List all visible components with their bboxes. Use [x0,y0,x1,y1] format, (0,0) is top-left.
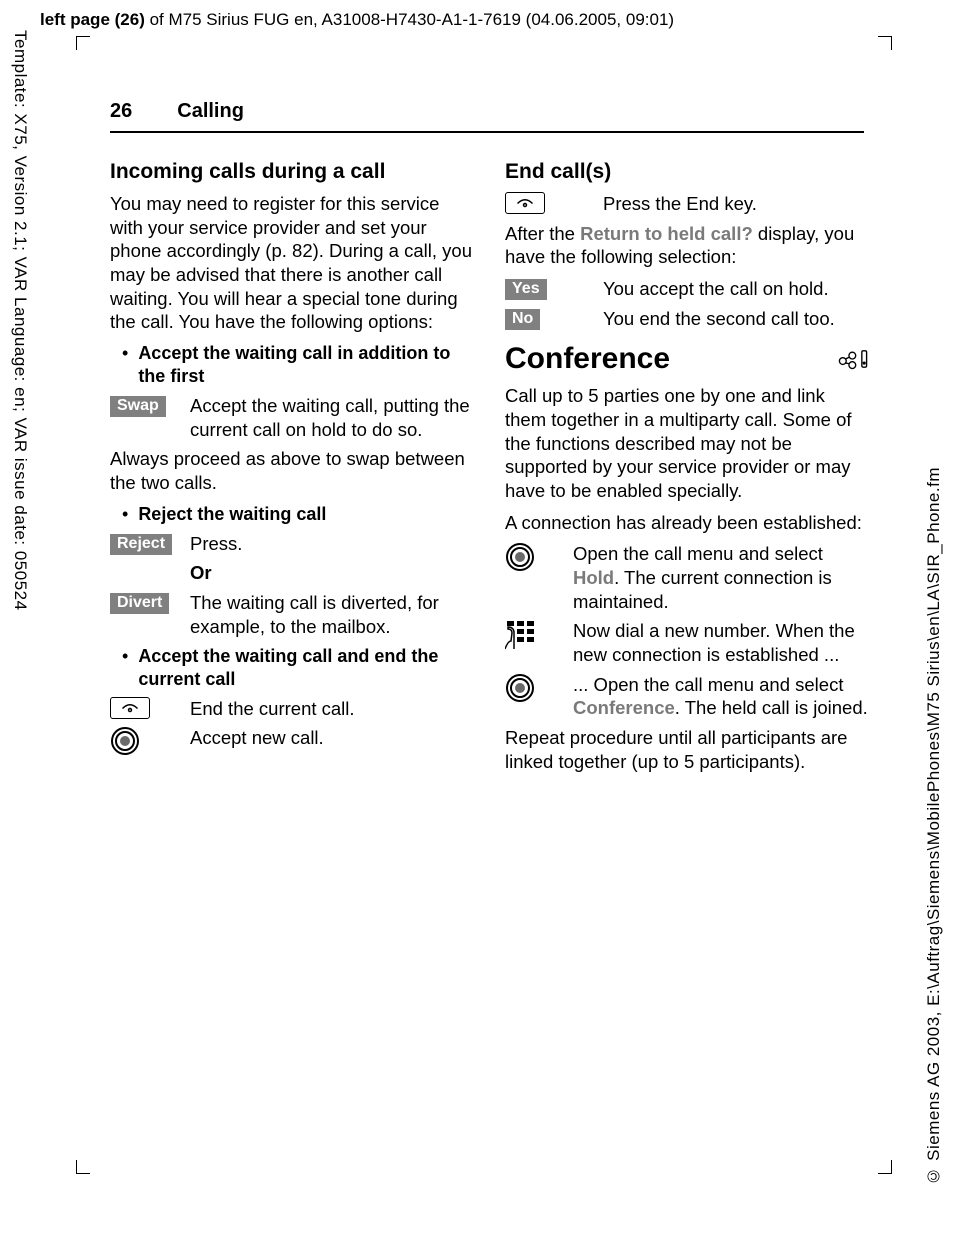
bullet-accept-end: • Accept the waiting call and end the cu… [122,645,475,691]
after-return-paragraph: After the Return to held call? display, … [505,222,870,269]
hold-text: Open the call menu and select Hold. The … [573,542,870,613]
divert-description: The waiting call is diverted, for exampl… [190,591,475,638]
softkey-yes-label: Yes [505,279,547,300]
softkey-swap-label: Swap [110,396,166,417]
yes-text: You accept the call on hold. [603,277,870,301]
or-label: Or [190,561,475,585]
softkey-divert: Divert [110,591,182,638]
right-column: End call(s) Press the End key. After the… [505,160,870,781]
row-yes: Yes You accept the call on hold. [505,277,870,301]
end-key-glyph-icon [516,196,534,208]
softkey-yes: Yes [505,277,595,301]
crop-mark [878,1160,892,1174]
bullet-text: Accept the waiting call in addition to t… [138,342,475,388]
softkey-reject-label: Reject [110,534,172,555]
row1-gray: Hold [573,567,614,588]
end-current-text: End the current call. [190,697,475,721]
joystick-press-icon [505,673,535,703]
heading-conference: Conference [505,342,870,376]
swap-description: Accept the waiting call, putting the cur… [190,394,475,441]
keypad-icon [505,619,565,666]
bullet-dot: • [122,342,128,388]
accept-new-text: Accept new call. [190,726,475,756]
after-gray: Return to held call? [580,223,753,244]
joystick-press-icon [505,542,535,572]
no-text: You end the second call too. [603,307,870,331]
heading-endcalls: End call(s) [505,160,870,184]
joystick-icon [505,673,565,720]
doc-header: left page (26) of M75 Sirius FUG en, A31… [40,10,674,30]
bullet-accept-addition: • Accept the waiting call in addition to… [122,342,475,388]
empty-key [110,561,182,585]
dial-keypad-icon [505,619,539,653]
end-key-box [110,697,150,719]
left-column: Incoming calls during a call You may nee… [110,160,475,781]
row-accept-new: Accept new call. [110,726,475,756]
heading-incoming: Incoming calls during a call [110,160,475,184]
softkey-swap: Swap [110,394,182,441]
row3-post: . The held call is joined. [675,697,868,718]
bullet-reject: • Reject the waiting call [122,503,475,526]
softkey-no: No [505,307,595,331]
dial-text: Now dial a new number. When the new conn… [573,619,870,666]
joystick-icon [110,726,182,756]
copyright-path-right: © Siemens AG 2003, E:\Auftrag\Siemens\Mo… [924,467,944,1186]
bullet-dot: • [122,645,128,691]
joystick-press-icon [110,726,140,756]
row3-pre: ... Open the call menu and select [573,674,843,695]
template-info-left: Template: X75, Version 2.1; VAR Language… [10,30,30,611]
row-swap: Swap Accept the waiting call, putting th… [110,394,475,441]
reject-description: Press. [190,532,475,556]
network-service-icon [836,348,870,370]
section-title: Calling [177,100,244,123]
after-pre: After the [505,223,580,244]
conference-title: Conference [505,342,670,376]
bullet-dot: • [122,503,128,526]
row-divert: Divert The waiting call is diverted, for… [110,591,475,638]
conference-select-text: ... Open the call menu and select Confer… [573,673,870,720]
row-dial: Now dial a new number. When the new conn… [505,619,870,666]
row-reject: Reject Press. [110,532,475,556]
page-number: 26 [110,100,132,123]
end-key-box [505,192,545,214]
content-columns: Incoming calls during a call You may nee… [110,160,870,781]
row1-pre: Open the call menu and select [573,543,823,564]
softkey-no-label: No [505,309,540,330]
crop-mark [878,36,892,50]
softkey-reject: Reject [110,532,182,556]
row3-gray: Conference [573,697,675,718]
row-hold: Open the call menu and select Hold. The … [505,542,870,613]
joystick-icon [505,542,565,613]
end-key-glyph-icon [121,701,139,713]
end-key-icon [110,697,182,721]
row-or: Or [110,561,475,585]
crop-mark [76,36,90,50]
conference-established: A connection has already been establishe… [505,511,870,535]
bullet-text: Reject the waiting call [138,503,326,526]
row-conference-select: ... Open the call menu and select Confer… [505,673,870,720]
page-header: 26 Calling [110,100,864,133]
repeat-procedure: Repeat procedure until all participants … [505,726,870,773]
softkey-divert-label: Divert [110,593,169,614]
doc-header-bold: left page (26) [40,10,145,29]
bullet-text: Accept the waiting call and end the curr… [138,645,475,691]
always-proceed: Always proceed as above to swap between … [110,447,475,494]
row-end-current: End the current call. [110,697,475,721]
end-key-icon [505,192,595,216]
intro-paragraph: You may need to register for this servic… [110,192,475,334]
row-press-end: Press the End key. [505,192,870,216]
crop-mark [76,1160,90,1174]
press-end-text: Press the End key. [603,192,870,216]
doc-header-rest: of M75 Sirius FUG en, A31008-H7430-A1-1-… [145,10,674,29]
conference-intro: Call up to 5 parties one by one and link… [505,384,870,502]
row-no: No You end the second call too. [505,307,870,331]
